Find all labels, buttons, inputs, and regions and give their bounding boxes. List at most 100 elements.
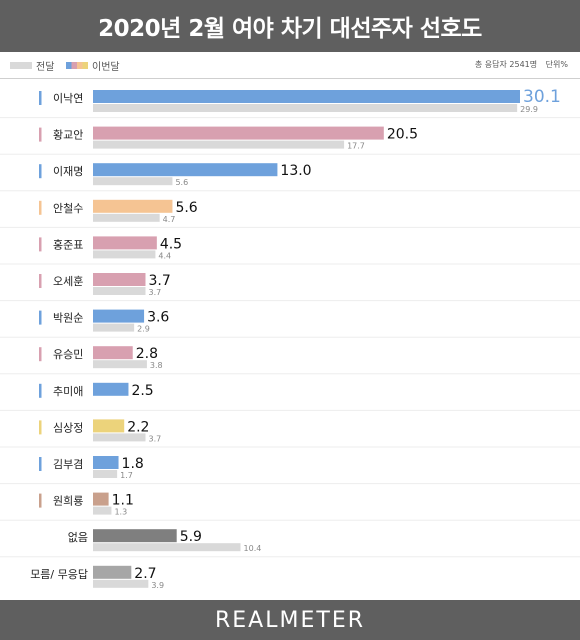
- bar-previous: [93, 506, 112, 515]
- bar-previous-value-label: 3.7: [148, 434, 161, 443]
- category-label: 추미애: [53, 385, 83, 398]
- bar-current: [93, 273, 146, 286]
- category-label: 모름/ 무응답: [30, 568, 88, 581]
- chart-footer: REALMETER: [0, 600, 580, 640]
- category-marker: [39, 164, 42, 179]
- bar-current: [93, 456, 119, 469]
- bar-current: [93, 492, 109, 506]
- bar-previous-value-label: 10.4: [244, 544, 262, 553]
- bar-current-value-label: 2.8: [136, 346, 158, 362]
- legend-swatch-previous: [10, 62, 32, 69]
- bar-current: [93, 199, 173, 213]
- chart-row: 홍준표 4.54.4: [0, 226, 580, 260]
- category-label: 이낙연: [53, 92, 83, 105]
- category-label: 심상정: [53, 421, 83, 434]
- category-marker: [39, 493, 42, 508]
- category-label: 박원순: [53, 312, 83, 325]
- bar-current-value-label: 3.7: [148, 273, 170, 289]
- bar-current-value-label: 2.2: [127, 419, 149, 435]
- legend: 전달 이번달 총 응답자 2541명 단위%: [0, 52, 580, 76]
- category-marker: [39, 200, 42, 215]
- legend-previous-month: 전달: [10, 58, 54, 73]
- bar-previous-value-label: 3.9: [151, 581, 164, 590]
- brand-logo: REALMETER: [215, 607, 365, 633]
- bar-previous-value-label: 3.8: [150, 361, 163, 370]
- chart-row: 없음 5.9 10.4: [0, 519, 580, 553]
- unit-label: 단위%: [545, 60, 568, 69]
- chart-row: 오세훈 3.73.7: [0, 263, 580, 297]
- bar-previous-value-label: 2.9: [137, 325, 150, 334]
- category-label: 없음: [68, 531, 88, 544]
- chart-row: 김부겸 1.81.7: [0, 446, 580, 480]
- category-label: 원희룡: [53, 495, 83, 508]
- bar-previous: [93, 140, 345, 149]
- category-marker: [39, 420, 42, 435]
- bar-previous: [93, 579, 149, 588]
- bar-current-value-label: 20.5: [387, 127, 418, 143]
- chart-header: 2020년 2월 여야 차기 대선주자 선호도: [0, 0, 580, 52]
- bar-previous-value-label: 4.4: [158, 251, 171, 260]
- bar-previous-value-label: 17.7: [347, 142, 365, 151]
- bar-previous-value-label: 1.7: [120, 471, 133, 480]
- bar-previous: [93, 287, 146, 295]
- category-marker: [39, 237, 42, 252]
- category-label: 오세훈: [53, 275, 83, 288]
- bar-previous: [93, 323, 135, 332]
- chart-row: 원희룡 1.11.3: [0, 483, 580, 517]
- category-label: 홍준표: [53, 237, 83, 251]
- legend-label-previous: 전달: [36, 62, 55, 73]
- chart-row: 심상정 2.23.7: [0, 409, 580, 443]
- bar-previous-value-label: 1.3: [114, 508, 127, 517]
- respondent-count: 총 응답자 2541명: [474, 60, 538, 69]
- chart-row: 안철수 5.64.7: [0, 190, 580, 224]
- bar-current: [93, 163, 278, 177]
- bar-previous: [93, 433, 146, 442]
- category-marker: [39, 274, 42, 288]
- bar-current: [93, 419, 125, 433]
- category-marker: [39, 347, 42, 362]
- bar-previous: [93, 177, 173, 186]
- category-marker: [39, 127, 42, 142]
- bar-current: [93, 529, 177, 543]
- bar-current-value-label: 2.7: [134, 566, 156, 582]
- category-label: 김부겸: [53, 458, 83, 471]
- bar-current: [93, 346, 133, 360]
- legend-meta: 총 응답자 2541명 단위%: [469, 59, 568, 70]
- bar-current: [93, 90, 520, 103]
- category-marker: [39, 457, 42, 471]
- bar-current-value-label: 1.1: [112, 493, 134, 509]
- bar-current-value-label: 2.5: [131, 383, 153, 399]
- bar-previous: [93, 360, 147, 369]
- legend-swatch-current: [66, 62, 88, 69]
- category-marker: [39, 383, 42, 398]
- chart-row: 모름/ 무응답 2.73.9: [0, 556, 580, 590]
- chart-row: 박원순 3.62.9: [0, 300, 580, 334]
- chart-row: 유승민 2.83.8: [0, 336, 580, 370]
- chart-row: 황교안 20.5 17.7: [0, 117, 580, 151]
- category-label: 안철수: [53, 202, 83, 215]
- chart-row: 이재명 13.0 5.6: [0, 153, 580, 187]
- bar-current-value-label: 5.6: [175, 200, 197, 216]
- bar-current-value-label: 4.5: [160, 236, 182, 252]
- bar-current: [93, 382, 129, 396]
- bar-current: [93, 236, 157, 250]
- chart-row: 추미애 2.5: [0, 373, 580, 399]
- bar-current-value-label: 30.1: [523, 87, 561, 107]
- bar-previous: [93, 543, 241, 552]
- bar-current: [93, 126, 384, 140]
- chart-title: 2020년 2월 여야 차기 대선주자 선호도: [98, 16, 482, 42]
- bar-previous-value-label: 4.7: [163, 215, 176, 224]
- legend-current-month: 이번달: [66, 58, 120, 73]
- bar-current: [93, 565, 132, 579]
- bar-previous: [93, 104, 518, 112]
- category-marker: [39, 310, 42, 325]
- bar-current-value-label: 3.6: [147, 310, 169, 326]
- bar-previous-value-label: 5.6: [175, 178, 188, 187]
- category-label: 유승민: [53, 348, 83, 361]
- bar-previous: [93, 213, 160, 222]
- category-marker: [39, 91, 42, 105]
- bar-current-value-label: 13.0: [280, 163, 311, 179]
- bar-previous-value-label: 29.9: [520, 105, 538, 114]
- category-label: 이재명: [53, 165, 83, 178]
